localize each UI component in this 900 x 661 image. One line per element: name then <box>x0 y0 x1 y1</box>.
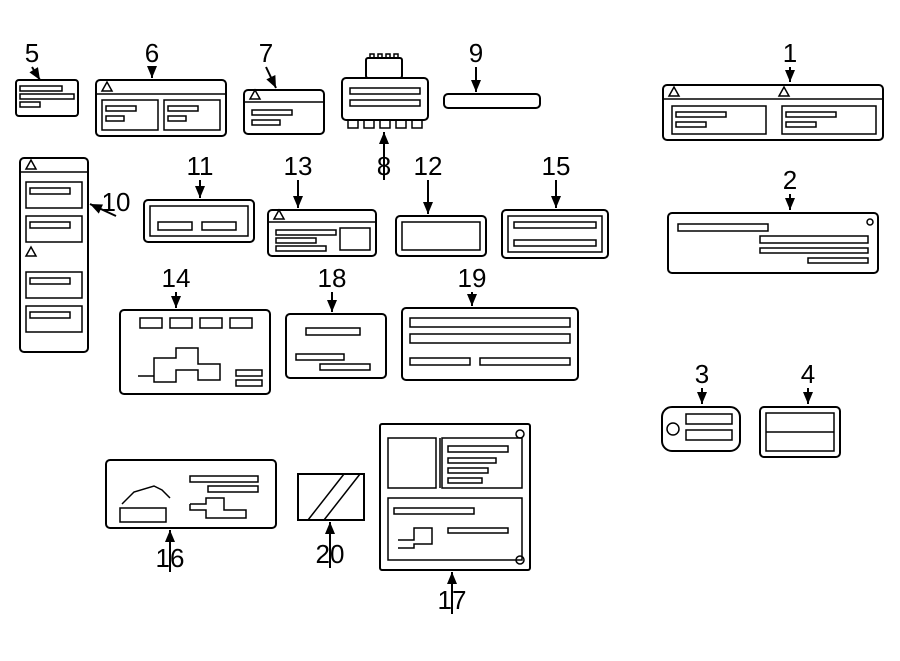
part-label-18: 18 <box>318 263 347 293</box>
part-label-5: 5 <box>25 38 39 68</box>
part-16: 16 <box>106 460 276 573</box>
part-1: 1 <box>663 38 883 140</box>
part-label-3: 3 <box>695 359 709 389</box>
part-label-12: 12 <box>414 151 443 181</box>
part-20: 20 <box>298 474 364 569</box>
part-label-2: 2 <box>783 165 797 195</box>
part-label-4: 4 <box>801 359 815 389</box>
part-5: 5 <box>16 38 78 116</box>
part-label-15: 15 <box>542 151 571 181</box>
part-19: 19 <box>402 263 578 380</box>
part-2: 2 <box>668 165 878 273</box>
part-label-13: 13 <box>284 151 313 181</box>
part-10: 10 <box>20 158 130 352</box>
part-label-14: 14 <box>162 263 191 293</box>
part-label-9: 9 <box>469 38 483 68</box>
part-12: 12 <box>396 151 486 256</box>
parts-diagram: 1234567891011121314151617181920 <box>0 0 900 661</box>
part-11: 11 <box>144 151 254 242</box>
part-9: 9 <box>444 38 540 108</box>
part-label-6: 6 <box>145 38 159 68</box>
part-13: 13 <box>268 151 376 256</box>
part-label-1: 1 <box>783 38 797 68</box>
part-14: 14 <box>120 263 270 394</box>
part-label-19: 19 <box>458 263 487 293</box>
part-3: 3 <box>662 359 740 451</box>
part-label-7: 7 <box>259 38 273 68</box>
part-4: 4 <box>760 359 840 457</box>
part-label-11: 11 <box>187 151 214 181</box>
